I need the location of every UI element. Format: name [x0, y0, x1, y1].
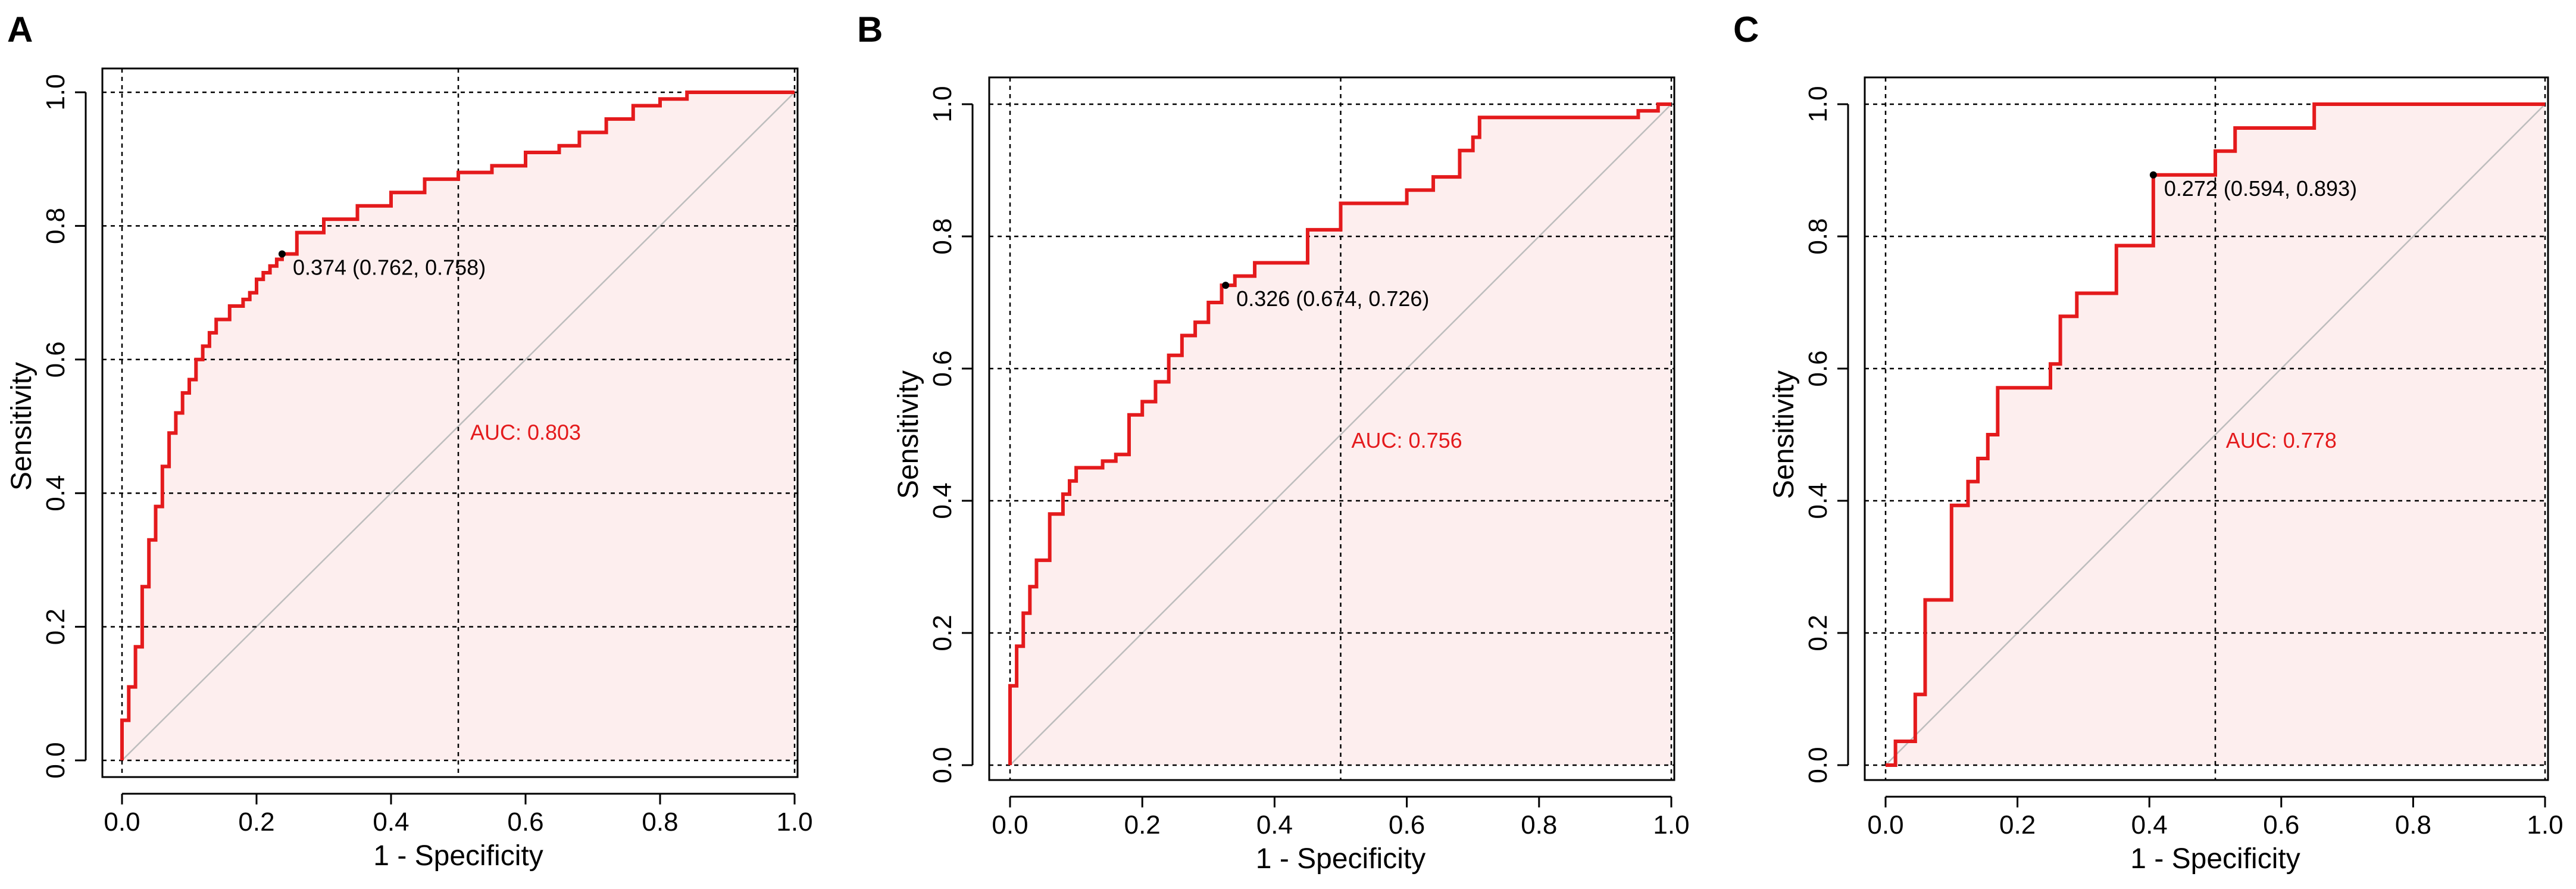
x-axis: 0.0 0.2 0.4 0.6 0.8 1.0 [992, 796, 1690, 840]
y-tick-label: 0.0 [1803, 747, 1833, 783]
plot-frame [988, 76, 1675, 781]
y-tick-label: 0.4 [928, 482, 957, 519]
x-axis: 0.0 0.2 0.4 0.6 0.8 1.0 [1867, 796, 2564, 840]
auc-label: AUC: 0.803 [470, 420, 581, 444]
x-tick-label: 0.2 [1999, 810, 2036, 840]
x-axis-title: 1 - Specificity [1256, 843, 1425, 875]
threshold-point [2149, 171, 2157, 179]
y-tick-label: 0.4 [41, 475, 70, 511]
x-tick-label: 1.0 [2527, 810, 2563, 840]
x-tick-label: 0.2 [1124, 810, 1161, 840]
x-axis-title: 1 - Specificity [373, 840, 543, 872]
threshold-label: 0.326 (0.674, 0.726) [1236, 286, 1429, 311]
grid-lines [989, 77, 1674, 780]
x-tick-label: 0.0 [992, 810, 1028, 840]
y-tick-label: 0.6 [1803, 350, 1833, 386]
y-axis: 0.0 0.2 0.4 0.6 0.8 1.0 [928, 86, 974, 784]
panel-letter: C [1733, 10, 1759, 49]
x-tick-label: 0.4 [1256, 810, 1293, 840]
auc-label: AUC: 0.756 [1352, 428, 1462, 453]
chance-diagonal [1009, 104, 1672, 766]
y-tick-label: 1.0 [928, 86, 957, 122]
threshold-label: 0.272 (0.594, 0.893) [2164, 176, 2357, 201]
threshold-label: 0.374 (0.762, 0.758) [293, 255, 486, 280]
grid-lines [102, 68, 798, 777]
x-tick-label: 0.4 [2131, 810, 2168, 840]
roc-curve [1008, 102, 1671, 765]
y-tick-label: 0.8 [41, 208, 70, 244]
x-tick-label: 0.6 [507, 807, 543, 837]
panel-letter: A [7, 10, 33, 49]
plot-frame [101, 67, 799, 778]
x-tick-label: 1.0 [1653, 810, 1689, 840]
y-tick-label: 0.4 [1803, 482, 1833, 519]
y-tick-label: 1.0 [41, 74, 70, 110]
y-tick-label: 0.8 [928, 218, 957, 254]
threshold-point [1222, 282, 1230, 289]
y-axis-title: Sensitivity [6, 362, 37, 491]
x-tick-label: 1.0 [776, 807, 812, 837]
y-tick-label: 1.0 [1803, 86, 1833, 122]
x-tick-label: 0.0 [1867, 810, 1903, 840]
panel-b: B 0.326 (0.674, 0.726) AUC: 0.756 0.0 0.2… [857, 10, 1690, 875]
panel-a: A 0.374 (0.762, 0.758) AUC: 0.803 0.0 0.2… [6, 10, 813, 872]
y-tick-label: 0.0 [928, 747, 957, 783]
x-tick-label: 0.6 [2263, 810, 2299, 840]
y-axis: 0.0 0.2 0.4 0.6 0.8 1.0 [1803, 86, 1849, 784]
auc-label: AUC: 0.778 [2226, 428, 2337, 453]
y-tick-label: 0.2 [41, 609, 70, 645]
x-tick-label: 0.8 [642, 807, 678, 837]
panel-letter: B [857, 10, 883, 49]
y-axis: 0.0 0.2 0.4 0.6 0.8 1.0 [41, 74, 87, 779]
x-tick-label: 0.4 [373, 807, 409, 837]
x-tick-label: 0.8 [2395, 810, 2431, 840]
roc-curve [1886, 102, 2545, 767]
x-axis: 0.0 0.2 0.4 0.6 0.8 1.0 [104, 793, 813, 837]
panel-c: C 0.272 (0.594, 0.893) AUC: 0.778 0.0 0.2… [1733, 10, 2564, 875]
roc-curve [120, 91, 795, 760]
chance-diagonal [121, 92, 795, 761]
x-tick-label: 0.6 [1389, 810, 1425, 840]
x-tick-label: 0.2 [238, 807, 274, 837]
x-axis-title: 1 - Specificity [2130, 843, 2300, 875]
y-axis-title: Sensitivity [893, 370, 924, 499]
chance-diagonal [1885, 104, 2546, 766]
threshold-point [278, 250, 286, 258]
y-tick-label: 0.6 [928, 350, 957, 386]
x-tick-label: 0.0 [104, 807, 140, 837]
y-tick-label: 0.8 [1803, 218, 1833, 254]
y-tick-label: 0.2 [928, 614, 957, 651]
x-tick-label: 0.8 [1521, 810, 1557, 840]
y-tick-label: 0.2 [1803, 614, 1833, 651]
y-tick-label: 0.6 [41, 341, 70, 378]
y-axis-title: Sensitivity [1768, 370, 1800, 499]
y-tick-label: 0.0 [41, 742, 70, 778]
plot-frame [1864, 76, 2549, 781]
